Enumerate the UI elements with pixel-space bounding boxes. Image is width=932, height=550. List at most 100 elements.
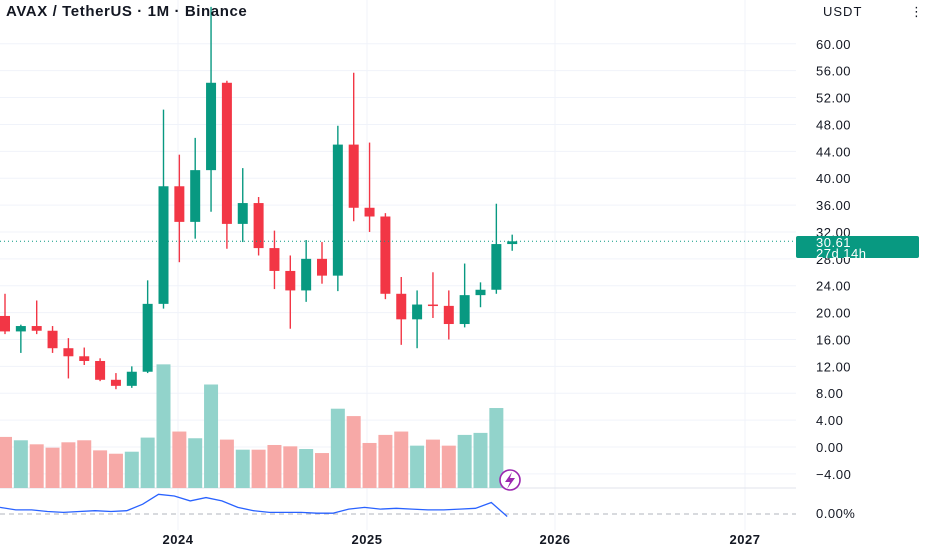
candle[interactable] <box>31 300 42 335</box>
candle[interactable] <box>348 72 359 222</box>
price-tick-label: 0.00 <box>816 440 843 455</box>
candle[interactable] <box>396 276 407 345</box>
price-tick-label: 24.00 <box>816 279 851 294</box>
price-tick-label: 52.00 <box>816 91 851 106</box>
candle[interactable] <box>459 263 470 328</box>
candle-body <box>459 295 470 325</box>
bar-countdown: 27d 14h <box>816 246 867 261</box>
volume-bar <box>346 416 361 488</box>
candle[interactable] <box>491 203 502 294</box>
price-tick-label: 12.00 <box>816 359 851 374</box>
candle-body <box>190 170 201 222</box>
price-tick-label: 20.00 <box>816 306 851 321</box>
candle[interactable] <box>158 109 169 309</box>
candle[interactable] <box>47 326 58 353</box>
candle-body <box>110 379 121 386</box>
volume-bar <box>204 384 219 488</box>
lightning-button[interactable] <box>499 469 521 491</box>
candle-body <box>95 360 106 380</box>
candle-body <box>475 289 486 296</box>
volume-bar <box>299 449 314 488</box>
oscillator-line <box>0 493 508 517</box>
candle[interactable] <box>15 324 26 353</box>
volume-layer <box>0 364 504 488</box>
price-tick-label: 36.00 <box>816 198 851 213</box>
candle[interactable] <box>412 290 423 349</box>
candle-body <box>443 305 454 325</box>
candle[interactable] <box>0 293 10 335</box>
lightning-icon <box>505 472 515 489</box>
volume-bar <box>108 453 123 488</box>
volume-bar <box>77 440 92 488</box>
candle-body <box>237 203 248 224</box>
volume-bar <box>156 364 171 488</box>
candle-body <box>285 270 296 291</box>
price-tick-label: 16.00 <box>816 332 851 347</box>
volume-bar <box>140 437 155 488</box>
candle-body <box>507 241 518 245</box>
candle[interactable] <box>79 347 90 366</box>
candle-body <box>253 203 264 249</box>
candle[interactable] <box>443 290 454 340</box>
candle[interactable] <box>332 125 343 292</box>
candle-body <box>79 356 90 361</box>
time-tick-label: 2025 <box>352 532 383 547</box>
candle[interactable] <box>364 142 375 232</box>
volume-bar <box>188 438 203 488</box>
axis-menu-icon[interactable]: ⋮ <box>910 4 924 19</box>
candle[interactable] <box>206 6 217 212</box>
candle[interactable] <box>507 234 518 251</box>
candle[interactable] <box>142 280 153 374</box>
volume-bar <box>330 408 345 488</box>
candle-body <box>301 258 312 291</box>
candle-body <box>269 248 280 271</box>
candle[interactable] <box>301 240 312 302</box>
candle-body <box>206 82 217 171</box>
candle-body <box>364 207 375 217</box>
candle[interactable] <box>285 255 296 329</box>
candle[interactable] <box>110 373 121 390</box>
volume-bar <box>378 434 393 488</box>
oscillator-pane <box>0 493 508 517</box>
volume-bar <box>45 447 60 488</box>
candle[interactable] <box>475 282 486 308</box>
candle[interactable] <box>317 242 327 284</box>
candle[interactable] <box>427 272 438 318</box>
candle-layer[interactable] <box>0 6 518 390</box>
volume-bar <box>489 408 504 488</box>
candle-body <box>174 186 185 222</box>
volume-bar <box>394 431 409 488</box>
candle[interactable] <box>237 168 248 243</box>
volume-bar <box>425 439 440 488</box>
chart-title: AVAX / TetherUS · 1M · Binance <box>6 3 247 20</box>
candle[interactable] <box>63 338 74 379</box>
candle-body <box>63 348 74 357</box>
candle[interactable] <box>269 230 280 290</box>
grid-layer <box>0 0 796 530</box>
volume-bar <box>251 449 266 488</box>
time-tick-label: 2024 <box>163 532 194 547</box>
candle[interactable] <box>253 197 264 256</box>
price-tick-label: 44.00 <box>816 144 851 159</box>
volume-bar <box>172 431 187 488</box>
price-tick-label: 40.00 <box>816 171 851 186</box>
price-tick-label: 60.00 <box>816 37 851 52</box>
volume-bar <box>0 436 12 488</box>
oscillator-axis-label: 0.00% <box>816 506 855 521</box>
candle[interactable] <box>221 80 232 249</box>
price-tick-label: 48.00 <box>816 117 851 132</box>
candle[interactable] <box>174 154 185 263</box>
candle[interactable] <box>190 137 201 239</box>
candle[interactable] <box>95 358 106 382</box>
volume-bar <box>13 440 28 488</box>
volume-bar <box>473 432 488 488</box>
candle[interactable] <box>126 366 137 388</box>
candle-body <box>332 144 343 276</box>
candle-body <box>15 326 26 332</box>
price-tick-label: −4.00 <box>816 467 851 482</box>
time-axis[interactable]: 2024 2025 2026 2027 <box>163 532 761 547</box>
last-price-badge-bg <box>796 236 919 258</box>
candle-body <box>126 371 137 386</box>
candle[interactable] <box>380 213 391 300</box>
